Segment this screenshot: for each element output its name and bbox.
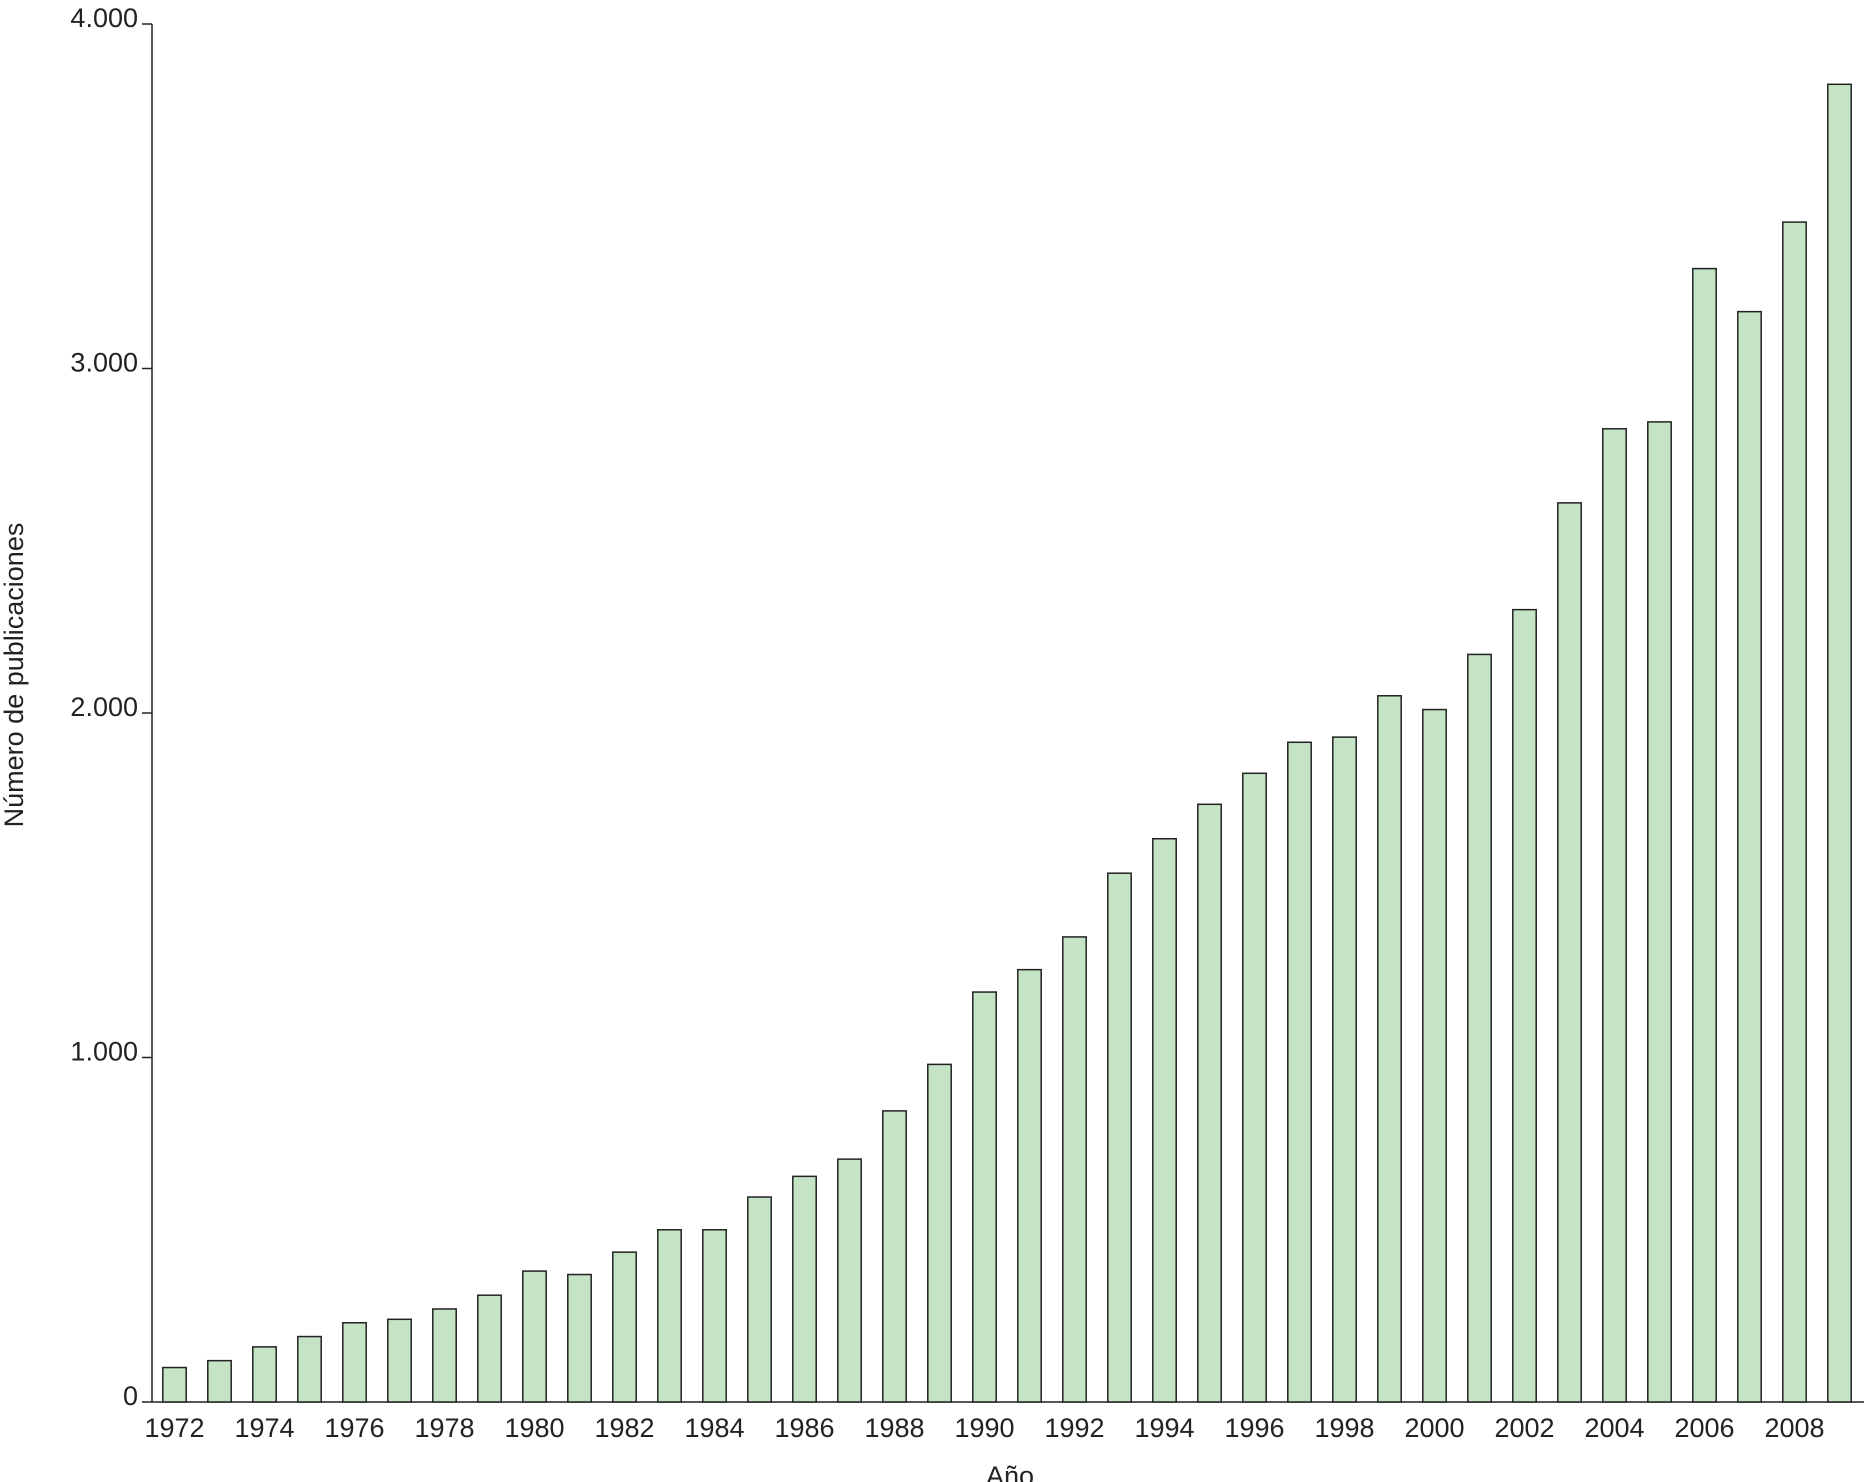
bar [1647, 421, 1672, 1403]
bar [1602, 428, 1627, 1403]
x-tick-label: 1980 [504, 1413, 564, 1443]
x-tick-label: 2006 [1674, 1413, 1734, 1443]
x-tick-label: 1982 [594, 1413, 654, 1443]
x-tick-label: 1996 [1224, 1413, 1284, 1443]
x-tick-label: 2004 [1584, 1413, 1644, 1443]
x-tick-label: 1974 [234, 1413, 294, 1443]
bar [1062, 936, 1087, 1403]
y-axis-label: Número de publicaciones [0, 523, 29, 828]
x-tick-label: 2002 [1494, 1413, 1554, 1443]
bar [702, 1229, 727, 1403]
x-axis-label: Año [986, 1461, 1034, 1482]
bar [1467, 653, 1492, 1403]
bar [1422, 708, 1447, 1403]
bar [1017, 968, 1042, 1403]
y-tick-label: 4.000 [70, 3, 138, 33]
bar [162, 1366, 187, 1403]
bar [1737, 310, 1762, 1403]
x-tick-label: 1986 [774, 1413, 834, 1443]
bar [1692, 267, 1717, 1403]
x-tick-label: 2008 [1764, 1413, 1824, 1443]
bar [972, 991, 997, 1403]
bar [747, 1196, 772, 1403]
bar [792, 1175, 817, 1403]
bar [837, 1158, 862, 1403]
bar [1827, 83, 1852, 1403]
x-tick-label: 1976 [324, 1413, 384, 1443]
x-tick-label: 1988 [864, 1413, 924, 1443]
x-tick-label: 1998 [1314, 1413, 1374, 1443]
x-tick-label: 1972 [144, 1413, 204, 1443]
bar [522, 1270, 547, 1403]
y-tick-label: 3.000 [70, 348, 138, 378]
bar [927, 1063, 952, 1403]
bar [1512, 608, 1537, 1403]
x-tick-label: 1992 [1044, 1413, 1104, 1443]
bar [1287, 741, 1312, 1403]
x-tick-label: 2000 [1404, 1413, 1464, 1443]
bar [432, 1308, 457, 1403]
bar [1377, 695, 1402, 1403]
bar [1782, 221, 1807, 1403]
bar [252, 1346, 277, 1403]
bar [882, 1110, 907, 1403]
x-tick-label: 1978 [414, 1413, 474, 1443]
bar [612, 1251, 637, 1403]
bar [207, 1359, 232, 1403]
bar [1152, 837, 1177, 1403]
bar [567, 1273, 592, 1403]
bar [477, 1294, 502, 1403]
x-tick-label: 1984 [684, 1413, 744, 1443]
bar [657, 1229, 682, 1403]
x-tick-label: 1990 [954, 1413, 1014, 1443]
y-tick-label: 2.000 [70, 692, 138, 722]
bar [342, 1322, 367, 1403]
bar [297, 1335, 322, 1403]
y-tick-label: 1.000 [70, 1037, 138, 1067]
y-tick-label: 0 [123, 1381, 138, 1411]
bar [387, 1318, 412, 1403]
bar [1242, 772, 1267, 1403]
bar [1557, 502, 1582, 1403]
bar [1197, 803, 1222, 1403]
bar [1107, 872, 1132, 1403]
bar [1332, 736, 1357, 1403]
x-tick-label: 1994 [1134, 1413, 1194, 1443]
